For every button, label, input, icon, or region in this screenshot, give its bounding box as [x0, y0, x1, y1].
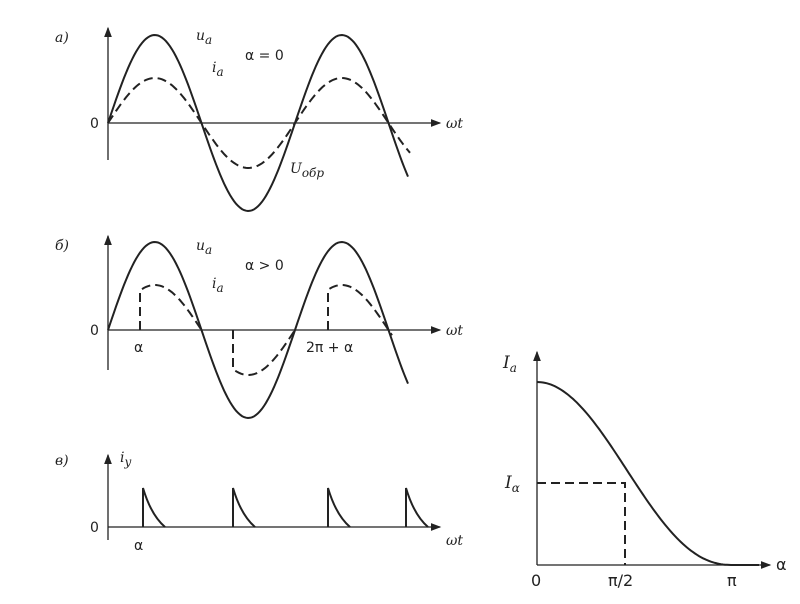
- zero-label: 0: [531, 571, 541, 590]
- axis-label: ωt: [446, 533, 463, 549]
- zero-label: 0: [90, 323, 99, 339]
- zero-label: 0: [90, 116, 99, 132]
- pi-label: π: [727, 571, 737, 590]
- curve: [142, 487, 166, 528]
- axis-label: ωt: [446, 116, 463, 132]
- y-label: Ia: [502, 353, 517, 375]
- alpha2-label: 2π + α: [306, 340, 353, 356]
- curve: [232, 487, 256, 528]
- half-pi-label: π/2: [608, 571, 633, 590]
- panel-label: в): [55, 453, 69, 469]
- i-label: ia: [212, 60, 224, 79]
- curve: [405, 487, 429, 528]
- alpha-label: α: [134, 538, 143, 554]
- curve: [536, 381, 759, 566]
- curve: [107, 76, 411, 170]
- reverse-label: Uобр: [290, 161, 324, 180]
- curve: [139, 284, 203, 332]
- x-label: α: [776, 555, 787, 574]
- curve: [537, 482, 626, 565]
- curve: [327, 283, 393, 336]
- curve: [327, 487, 351, 528]
- ialpha-label: Iα: [504, 473, 520, 495]
- note: α = 0: [245, 48, 284, 64]
- curve: [107, 33, 409, 213]
- curve: [232, 329, 296, 376]
- panel-label: б): [55, 238, 69, 254]
- curve: [107, 240, 409, 420]
- panel-label: а): [55, 30, 69, 46]
- alpha-label: α: [134, 340, 143, 356]
- zero-label: 0: [90, 520, 99, 536]
- u-label: ua: [196, 238, 212, 257]
- i-label: ia: [212, 276, 224, 295]
- axis-label: ωt: [446, 323, 463, 339]
- note: α > 0: [245, 258, 284, 274]
- curves: [107, 33, 759, 566]
- iy-label: iy: [120, 450, 131, 469]
- u-label: ua: [196, 28, 212, 47]
